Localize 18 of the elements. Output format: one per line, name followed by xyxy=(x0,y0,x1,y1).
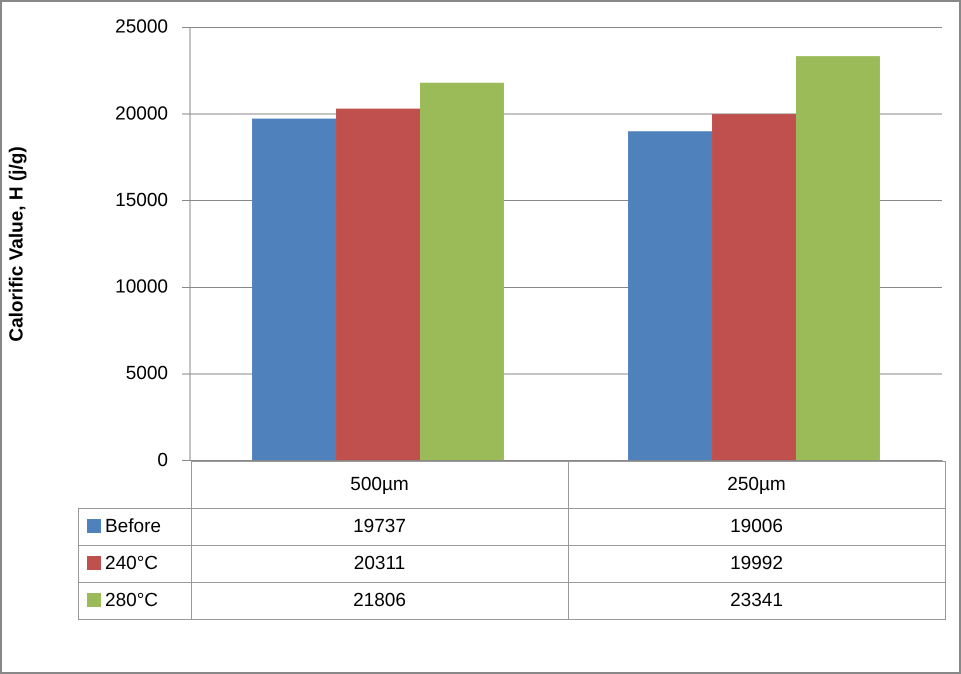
y-tick-label: 25000 xyxy=(115,16,168,38)
data-label: 23341 xyxy=(568,582,945,620)
data-label: 20311 xyxy=(191,545,568,582)
legend-label: Before xyxy=(78,508,191,546)
legend-label: 280°C xyxy=(78,582,191,620)
data-label: 19006 xyxy=(568,508,945,546)
y-axis-title: Calorific Value, H (j/g) xyxy=(6,146,28,342)
y-tick-label: 5000 xyxy=(126,363,168,384)
x-tick-label: 250µm xyxy=(568,461,945,508)
y-tick-label: 0 xyxy=(157,450,168,471)
data-label: 21806 xyxy=(191,582,568,620)
legend-label: 240°C xyxy=(78,545,191,582)
data-label: 19737 xyxy=(191,508,568,546)
y-tick-label: 10000 xyxy=(115,276,168,298)
y-tick-label: 15000 xyxy=(115,190,168,211)
y-tick-label: 20000 xyxy=(115,103,168,124)
data-label: 19992 xyxy=(568,545,945,582)
x-tick-label: 500µm xyxy=(191,461,568,508)
